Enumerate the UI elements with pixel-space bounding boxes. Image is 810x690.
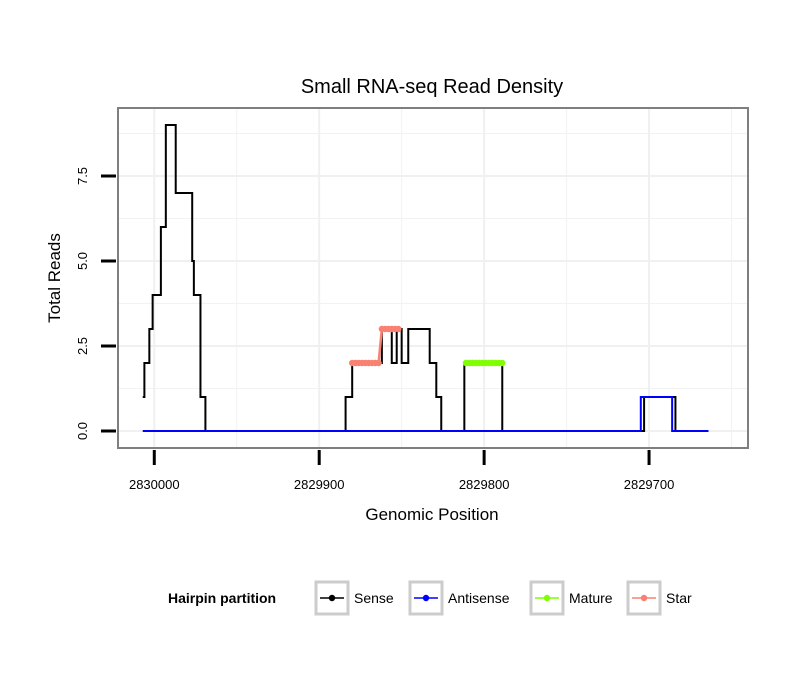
legend-label-antisense: Antisense <box>448 590 510 606</box>
y-tick-label: 2.5 <box>75 337 90 355</box>
x-tick-label: 2829700 <box>624 477 675 492</box>
series-line-antisense <box>142 396 709 432</box>
data-point-star <box>395 325 402 333</box>
x-tick-label: 2830000 <box>129 477 180 492</box>
data-point-star <box>375 359 382 367</box>
chart-title: Small RNA-seq Read Density <box>301 76 563 98</box>
legend-label-star: Star <box>666 590 692 606</box>
y-tick-label: 7.5 <box>75 167 90 185</box>
x-axis-title: Genomic Position <box>365 505 498 524</box>
legend-key-marker <box>328 594 336 602</box>
y-axis-title: Total Reads <box>45 233 64 323</box>
legend-key-marker <box>543 594 551 602</box>
x-tick-label: 2829800 <box>459 477 510 492</box>
axes-layer: 2830000 2829900 2829800 2829700 0.0 2.5 5.0 7.5 <box>75 167 674 492</box>
legend-label-mature: Mature <box>569 590 613 606</box>
legend-label-sense: Sense <box>354 590 394 606</box>
y-tick-label: 5.0 <box>75 252 90 270</box>
legend-title: Hairpin partition <box>168 590 276 606</box>
plot-background <box>117 107 749 449</box>
series-layer <box>142 124 709 432</box>
legend-key-marker <box>640 594 648 602</box>
data-point-mature <box>499 359 506 367</box>
x-tick-label: 2829900 <box>294 477 345 492</box>
y-tick-label: 0.0 <box>75 422 90 440</box>
legend-key-marker <box>422 594 430 602</box>
legend: Hairpin partition Sense Antisense Mature St… <box>168 580 692 616</box>
